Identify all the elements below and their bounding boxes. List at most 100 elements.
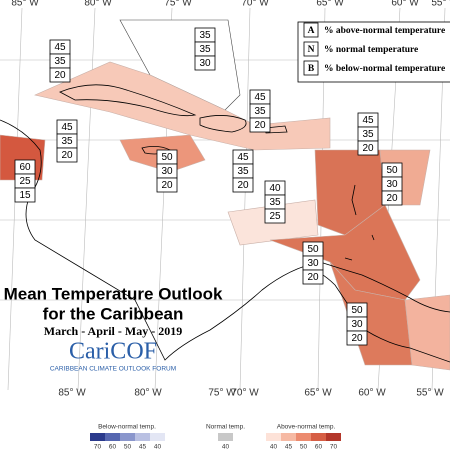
forecast-value: 45	[61, 122, 73, 133]
lon-label-top: 70° W	[241, 0, 269, 9]
forecast-value: 35	[54, 56, 66, 67]
colorbar: 70 60 50 45 40 Below-normal temp. 40 Normal tem…	[90, 424, 341, 451]
forecast-value: 20	[307, 272, 319, 283]
colorbar-label: Below-normal temp.	[98, 424, 156, 431]
forecast-value: 50	[386, 165, 398, 176]
forecast-cell	[264, 208, 286, 224]
forecast-value: 30	[386, 179, 398, 190]
key-letter: B	[308, 64, 315, 74]
forecast-value: 35	[237, 166, 249, 177]
key-text: % below-normal temperature	[324, 64, 445, 74]
forecast-value: 30	[199, 58, 211, 69]
colorbar-swatch	[90, 433, 105, 441]
forecast-value: 45	[237, 152, 249, 163]
colorbar-label: Above-normal temp.	[277, 424, 336, 431]
forecast-value: 15	[19, 190, 31, 201]
colorbar-swatch	[281, 433, 296, 441]
forecast-value: 20	[362, 143, 374, 154]
forecast-value: 25	[269, 211, 281, 222]
lon-label-top: 60° W	[391, 0, 419, 9]
forecast-value: 50	[307, 244, 319, 255]
lon-label-top: 80° W	[84, 0, 112, 9]
forecast-cell	[232, 177, 254, 193]
logo-tagline: CARIBBEAN CLIMATE OUTLOOK FORUM	[50, 366, 176, 373]
title: Mean Temperature Outlook	[4, 284, 223, 303]
forecast-value: 30	[351, 319, 363, 330]
colorbar-swatch	[296, 433, 311, 441]
key-letter-box	[303, 60, 319, 76]
lon-label-bottom: 60° W	[358, 388, 386, 399]
forecast-value: 50	[161, 152, 173, 163]
colorbar-tick: 40	[270, 444, 278, 450]
forecast-value: 35	[362, 129, 374, 140]
colorbar-tick: 40	[222, 444, 230, 450]
lon-label-bottom: 70° W	[231, 388, 259, 399]
forecast-value: 30	[307, 258, 319, 269]
key-text: % above-normal temperature	[324, 26, 445, 36]
colorbar-tick: 50	[300, 444, 308, 450]
forecast-value: 45	[362, 115, 374, 126]
forecast-value: 35	[199, 44, 211, 55]
colorbar-swatch	[120, 433, 135, 441]
forecast-cell	[56, 147, 78, 163]
key: A % above-normal temperature N % normal tem…	[303, 22, 445, 76]
title-line2: for the Caribbean	[43, 304, 184, 323]
longitude-labels: 85° W80° W75° W70° W65° W60° W55° W85° W…	[11, 0, 450, 399]
forecast-value: 35	[199, 30, 211, 41]
lon-label-bottom: 55° W	[416, 388, 444, 399]
forecast-value: 20	[61, 150, 73, 161]
colorbar-swatch	[135, 433, 150, 441]
forecast-value: 20	[351, 333, 363, 344]
colorbar-swatch	[311, 433, 326, 441]
forecast-value: 30	[161, 166, 173, 177]
forecast-value: 20	[54, 70, 66, 81]
forecast-value: 20	[254, 120, 266, 131]
forecast-boxes: 45 35 20 35 35 30 45 35 20 45 35 20 60 25 15 50 30 20 45 35…	[14, 27, 403, 346]
key-letter-box	[303, 41, 319, 57]
forecast-value: 50	[351, 305, 363, 316]
forecast-cell	[249, 117, 271, 133]
lon-label-bottom: 75° W	[208, 388, 236, 399]
colorbar-tick: 70	[330, 444, 338, 450]
key-box	[297, 21, 450, 83]
lon-label-top: 75° W	[164, 0, 192, 9]
forecast-cell	[14, 187, 36, 203]
lon-label-bottom: 65° W	[304, 388, 332, 399]
logo-name: CariCOF	[69, 339, 157, 365]
lon-label-bottom: 85° W	[58, 388, 86, 399]
period: March - April - May - 2019	[44, 324, 182, 338]
forecast-value: 60	[19, 162, 31, 173]
forecast-cell	[346, 330, 368, 346]
key-letter: A	[308, 26, 315, 36]
colorbar-tick: 45	[285, 444, 293, 450]
key-text: % normal temperature	[324, 45, 418, 55]
colorbar-label: Normal temp.	[206, 424, 245, 431]
colorbar-swatch	[218, 433, 233, 441]
forecast-value: 20	[237, 180, 249, 191]
colorbar-tick: 60	[109, 444, 117, 450]
forecast-value: 35	[61, 136, 73, 147]
colorbar-swatch	[150, 433, 165, 441]
colorbar-swatch	[105, 433, 120, 441]
forecast-value: 20	[161, 180, 173, 191]
forecast-cell	[381, 190, 403, 206]
forecast-value: 20	[386, 193, 398, 204]
forecast-value: 40	[269, 183, 281, 194]
colorbar-tick: 40	[154, 444, 162, 450]
forecast-value: 45	[254, 92, 266, 103]
colorbar-tick: 50	[124, 444, 132, 450]
forecast-cell	[49, 67, 71, 83]
lon-label-top: 85° W	[11, 0, 39, 9]
forecast-cell	[156, 177, 178, 193]
forecast-value: 35	[254, 106, 266, 117]
lon-label-top: 65° W	[316, 0, 344, 9]
colorbar-swatch	[326, 433, 341, 441]
colorbar-tick: 45	[139, 444, 147, 450]
forecast-cell	[302, 269, 324, 285]
lon-label-top: 55° W	[431, 0, 450, 9]
forecast-cell	[194, 55, 216, 71]
colorbar-swatch	[266, 433, 281, 441]
colorbar-tick: 60	[315, 444, 323, 450]
colorbar-tick: 70	[94, 444, 102, 450]
